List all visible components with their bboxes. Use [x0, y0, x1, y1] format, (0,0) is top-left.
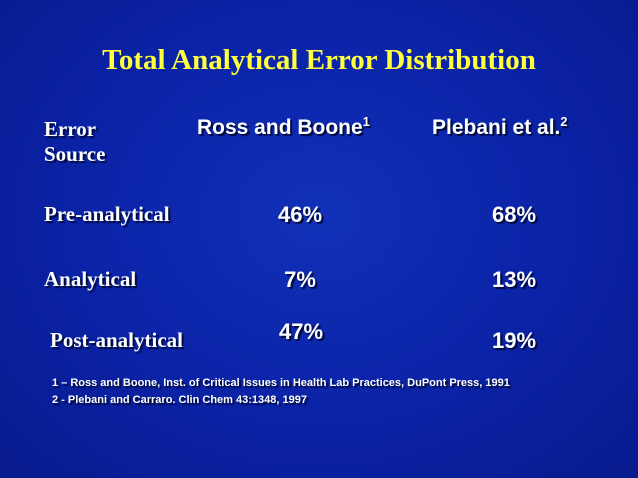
footnote-1: 1 – Ross and Boone, Inst. of Critical Is…: [52, 375, 510, 392]
header-plebani-label: Plebani et al.: [432, 116, 560, 139]
value-ross-pre-analytical: 46%: [260, 202, 340, 228]
header-error-line2: Source: [44, 142, 105, 167]
header-ross-and-boone: Ross and Boone1: [197, 116, 370, 140]
value-plebani-post-analytical: 19%: [474, 328, 554, 354]
slide-title: Total Analytical Error Distribution: [0, 44, 638, 77]
row-label-pre-analytical: Pre-analytical: [44, 202, 170, 227]
header-plebani-sup: 2: [560, 115, 567, 129]
row-label-analytical: Analytical: [44, 267, 136, 292]
footnote-2: 2 - Plebani and Carraro. Clin Chem 43:13…: [52, 392, 510, 409]
header-ross-label: Ross and Boone: [197, 116, 363, 139]
value-plebani-pre-analytical: 68%: [474, 202, 554, 228]
value-plebani-analytical: 13%: [474, 267, 554, 293]
value-ross-post-analytical: 47%: [261, 319, 341, 345]
footnotes: 1 – Ross and Boone, Inst. of Critical Is…: [52, 375, 510, 409]
header-plebani: Plebani et al.2: [432, 116, 567, 140]
row-label-post-analytical: Post-analytical: [50, 328, 183, 353]
header-error-line1: Error: [44, 117, 105, 142]
value-ross-analytical: 7%: [260, 267, 340, 293]
header-ross-sup: 1: [363, 115, 370, 129]
header-error-source: Error Source: [44, 117, 105, 167]
